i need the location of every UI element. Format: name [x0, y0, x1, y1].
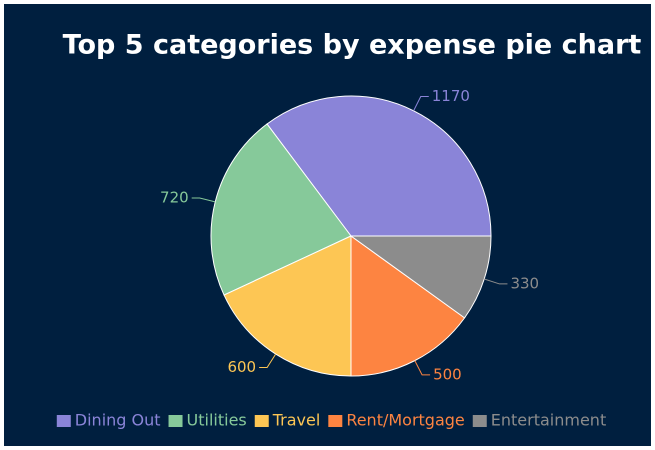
label-line — [414, 360, 431, 376]
data-label: 600 — [227, 358, 256, 376]
data-label: 720 — [160, 189, 189, 207]
chart-title: Top 5 categories by expense pie chart — [63, 30, 642, 61]
legend-label: Dining Out — [75, 411, 161, 430]
legend-label: Entertainment — [491, 411, 606, 430]
legend: Dining Out Utilities Travel Rent/Mortgage En… — [56, 411, 606, 430]
pie-slice — [223, 235, 352, 377]
label-line — [413, 95, 429, 112]
legend-swatch — [56, 415, 71, 427]
data-label: 330 — [510, 274, 539, 292]
label-line — [191, 197, 216, 203]
legend-label: Rent/Mortgage — [346, 411, 464, 430]
legend-swatch — [472, 415, 487, 427]
data-label: 1170 — [432, 87, 470, 105]
label-line — [259, 353, 277, 369]
pie-slice — [210, 123, 352, 296]
legend-swatch — [254, 415, 269, 427]
legend-label: Travel — [272, 411, 321, 430]
legend-swatch — [168, 415, 183, 427]
label-line — [484, 278, 508, 285]
pie-slice — [349, 235, 492, 319]
legend-label: Utilities — [187, 411, 247, 430]
data-label: 500 — [433, 365, 462, 383]
legend-swatch — [328, 415, 343, 427]
